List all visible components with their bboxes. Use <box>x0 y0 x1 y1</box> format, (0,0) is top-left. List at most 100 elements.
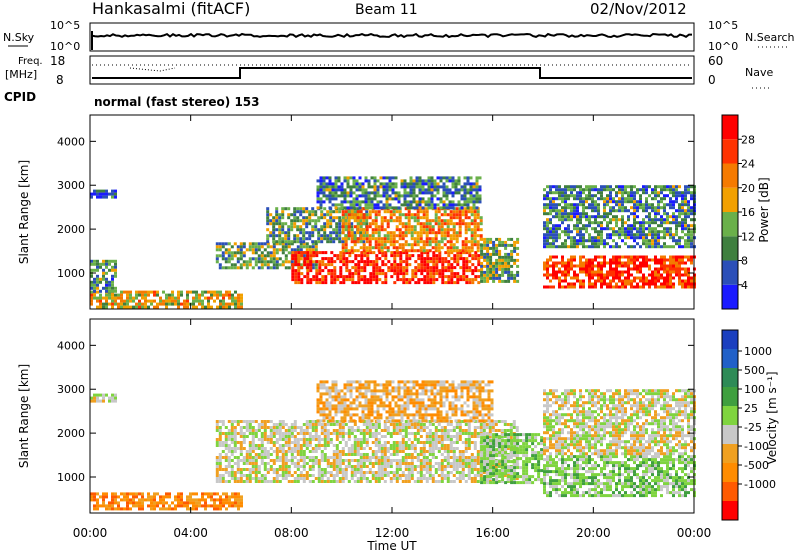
data-cell <box>334 194 338 198</box>
data-cell <box>422 444 426 447</box>
data-cell <box>426 269 430 273</box>
data-cell <box>465 257 469 261</box>
data-cell <box>567 203 570 207</box>
data-cell <box>365 420 369 423</box>
data-cell <box>437 219 441 223</box>
data-cell <box>654 255 657 259</box>
data-cell <box>654 215 657 219</box>
data-cell <box>340 203 344 207</box>
data-cell <box>117 302 120 306</box>
data-cell <box>660 255 663 259</box>
data-cell <box>398 447 402 450</box>
data-cell <box>405 260 409 264</box>
data-cell <box>132 501 135 505</box>
data-cell <box>105 283 108 287</box>
data-cell <box>663 276 666 280</box>
data-cell <box>433 194 437 198</box>
data-cell <box>251 251 255 255</box>
data-cell <box>399 257 403 261</box>
data-cell <box>404 453 408 456</box>
data-cell <box>344 465 348 468</box>
data-cell <box>428 240 432 244</box>
data-cell <box>415 194 419 198</box>
data-cell <box>237 492 240 496</box>
data-cell <box>654 197 657 201</box>
data-cell <box>421 185 425 189</box>
data-cell <box>639 224 642 228</box>
data-cell <box>321 281 325 285</box>
data-cell <box>492 243 496 247</box>
data-cell <box>221 444 225 447</box>
data-cell <box>401 438 405 441</box>
data-cell <box>174 504 177 508</box>
data-cell <box>594 264 597 268</box>
data-cell <box>248 260 252 264</box>
data-cell <box>449 213 453 217</box>
data-cell <box>410 468 414 471</box>
data-cell <box>374 441 378 444</box>
data-cell <box>462 278 466 282</box>
data-cell <box>159 495 162 499</box>
data-cell <box>549 218 552 222</box>
data-cell <box>371 432 375 435</box>
data-cell <box>333 266 337 270</box>
data-cell <box>636 203 639 207</box>
data-cell <box>233 447 237 450</box>
data-cell <box>341 423 345 426</box>
data-cell <box>323 435 327 438</box>
data-cell <box>669 255 672 259</box>
data-cell <box>102 396 105 400</box>
data-cell <box>558 191 561 195</box>
data-cell <box>612 255 615 259</box>
data-cell <box>204 501 207 505</box>
data-cell <box>177 299 180 303</box>
data-cell <box>302 242 306 246</box>
data-cell <box>672 285 675 289</box>
data-cell <box>678 273 681 277</box>
data-cell <box>389 213 393 217</box>
data-cell <box>275 216 279 220</box>
data-cell <box>371 219 375 223</box>
data-cell <box>144 498 147 502</box>
data-cell <box>603 276 606 280</box>
data-cell <box>416 477 420 480</box>
data-cell <box>392 471 396 474</box>
data-cell <box>377 210 381 214</box>
data-cell <box>421 188 425 192</box>
data-cell <box>391 188 395 192</box>
data-cell <box>344 459 348 462</box>
data-cell <box>224 242 228 246</box>
data-cell <box>221 242 225 246</box>
data-cell <box>369 251 373 255</box>
data-cell <box>230 477 234 480</box>
data-cell <box>385 200 389 204</box>
data-cell <box>549 197 552 201</box>
data-cell <box>363 254 367 258</box>
data-cell <box>479 216 483 220</box>
data-cell <box>350 231 354 235</box>
data-cell <box>612 227 615 231</box>
data-cell <box>388 185 392 189</box>
data-cell <box>368 426 372 429</box>
data-cell <box>341 450 345 453</box>
data-cell <box>585 194 588 198</box>
data-cell <box>591 206 594 210</box>
data-cell <box>651 218 654 222</box>
data-cell <box>615 194 618 198</box>
data-cell <box>192 501 195 505</box>
data-cell <box>414 269 418 273</box>
data-cell <box>687 270 690 274</box>
data-cell <box>135 290 138 294</box>
data-cell <box>639 261 642 265</box>
data-cell <box>352 191 356 195</box>
data-cell <box>417 266 421 270</box>
data-cell <box>453 266 457 270</box>
data-cell <box>651 206 654 210</box>
data-cell <box>687 267 690 271</box>
data-cell <box>302 441 306 444</box>
data-cell <box>108 507 111 511</box>
data-cell <box>221 468 225 471</box>
data-cell <box>150 299 153 303</box>
data-cell <box>102 268 105 272</box>
data-cell <box>382 182 386 186</box>
